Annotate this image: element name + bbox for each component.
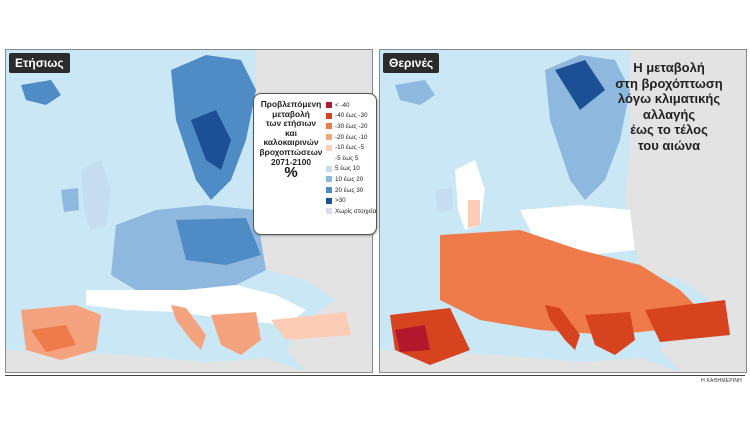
land-north-africa — [6, 350, 306, 372]
legend-item: >30 — [326, 195, 376, 206]
legend-swatch — [326, 187, 332, 194]
legend-swatch — [326, 165, 332, 172]
annual-label: Ετήσιως — [9, 53, 70, 73]
legend-item: 5 έως 10 — [326, 164, 376, 175]
legend: Προβλεπόμενη μεταβολή των ετήσιων και κα… — [253, 93, 377, 235]
headline-line: του αιώνα — [637, 137, 701, 153]
scandinavia — [545, 55, 630, 200]
scandinavia-north — [555, 60, 605, 110]
legend-item: -5 έως 5 — [326, 153, 376, 164]
legend-item: -20 έως -10 — [326, 132, 376, 143]
headline-line: Η μεταβολή — [633, 60, 705, 75]
ireland — [61, 188, 79, 212]
summer-map — [380, 50, 746, 372]
turkey — [271, 312, 351, 340]
legend-item-label: 10 έως 20 — [335, 175, 364, 183]
legend-item-label: -40 έως -30 — [335, 112, 368, 120]
legend-title-line: μεταβολή — [272, 108, 310, 119]
italy — [171, 305, 206, 350]
ireland — [435, 188, 453, 212]
legend-item: Χωρίς στοιχεία — [326, 206, 376, 217]
legend-swatch — [326, 123, 332, 130]
legend-title-line: 2071-2100 — [270, 156, 312, 167]
legend-item-label: 5 έως 10 — [335, 165, 360, 173]
southern-europe — [440, 230, 700, 335]
legend-title-line: βροχοπτώσεων — [259, 146, 323, 157]
italy — [545, 305, 580, 350]
legend-swatch — [326, 176, 332, 183]
legend-title-line: των ετήσιων — [265, 118, 317, 129]
legend-item: -30 έως -20 — [326, 121, 376, 132]
legend-item-label: 20 έως 30 — [335, 186, 364, 194]
legend-title: Προβλεπόμενη μεταβολή των ετήσιων και κα… — [258, 99, 324, 167]
headline: Η μεταβολή στη βροχόπτωση λόγω κλιματική… — [600, 60, 738, 153]
legend-swatch — [326, 155, 332, 161]
legend-item: -10 έως -5 — [326, 142, 376, 153]
iceland — [21, 80, 61, 105]
turkey — [645, 300, 730, 342]
legend-swatch — [326, 144, 332, 151]
credit-divider — [5, 375, 745, 376]
legend-item: -40 έως -30 — [326, 111, 376, 122]
iberia-west — [395, 325, 430, 352]
great-britain — [81, 160, 111, 230]
legend-swatch — [326, 208, 332, 215]
iberia-south — [31, 325, 76, 352]
legend-title-line: και καλοκαιρινών — [263, 127, 319, 148]
legend-item: < -40 — [326, 100, 376, 111]
headline-line: λόγω κλιματικής — [617, 91, 721, 106]
legend-item-label: -10 έως -5 — [335, 144, 364, 152]
eastern-europe — [176, 218, 261, 265]
land-no-data-east — [625, 50, 746, 372]
legend-swatch — [326, 134, 332, 141]
headline-line: αλλαγής — [642, 106, 696, 122]
legend-swatch — [326, 112, 332, 119]
legend-unit: % — [284, 164, 298, 181]
legend-item: 10 έως 20 — [326, 174, 376, 185]
legend-item-label: -30 έως -20 — [335, 122, 368, 130]
summer-label: Θερινές — [383, 53, 440, 73]
legend-swatch — [326, 102, 332, 109]
legend-item-label: -20 έως -10 — [335, 133, 368, 141]
summer-map-panel: Θερινές — [379, 49, 747, 373]
iceland — [395, 80, 435, 105]
balkans — [585, 312, 635, 355]
headline-line: έως το τέλος — [630, 122, 708, 137]
legend-item-label: -5 έως 5 — [335, 154, 359, 162]
balkans — [211, 312, 261, 355]
headline-line: στη βροχόπτωση — [615, 75, 723, 91]
legend-title-line: Προβλεπόμενη — [260, 99, 322, 109]
credit: Η ΚΑΘΗΜΕΡΙΝΗ — [701, 378, 742, 384]
legend-items: < -40 -40 έως -30 -30 έως -20 -20 έως -1… — [326, 100, 376, 217]
legend-item-label: < -40 — [335, 101, 350, 109]
legend-item: 20 έως 30 — [326, 185, 376, 196]
scandinavia-core — [191, 110, 231, 170]
legend-item-label: Χωρίς στοιχεία — [335, 207, 377, 215]
great-britain-south — [468, 200, 480, 228]
legend-swatch — [326, 197, 332, 204]
legend-item-label: >30 — [335, 197, 346, 205]
